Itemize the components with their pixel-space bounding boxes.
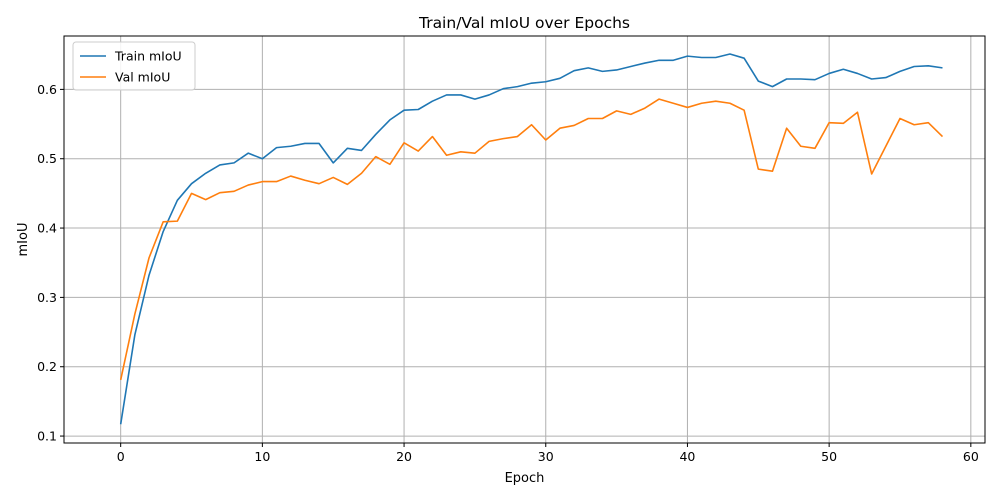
x-tick-label: 30 (538, 449, 554, 464)
y-tick-label: 0.6 (37, 82, 57, 97)
series-lines (119, 53, 944, 425)
plot-area-frame (63, 35, 986, 444)
x-tick-label: 60 (963, 449, 979, 464)
y-tick-label: 0.3 (37, 290, 57, 305)
axis-ticks: 0 10 20 30 40 50 60 0.1 0.2 0.3 0.4 0.5 0.6 (37, 82, 979, 464)
chart-title: Train/Val mIoU over Epochs (418, 14, 630, 32)
y-tick-label: 0.4 (37, 221, 57, 236)
x-axis-title: Epoch (505, 471, 545, 486)
y-tick-label: 0.5 (37, 151, 57, 166)
y-tick-label: 0.2 (37, 359, 57, 374)
x-tick-label: 20 (396, 449, 412, 464)
x-tick-label: 40 (679, 449, 695, 464)
grid (64, 36, 985, 443)
legend-label: Val mIoU (115, 70, 170, 85)
x-tick-label: 10 (254, 449, 270, 464)
x-tick-label: 0 (117, 449, 125, 464)
legend-label: Train mIoU (114, 49, 182, 64)
legend-box (72, 41, 196, 91)
series-line-train (119, 53, 943, 425)
legend: Train mIoU Val mIoU (72, 41, 196, 91)
y-tick-label: 0.1 (37, 429, 57, 444)
y-axis-title: mIoU (16, 223, 31, 257)
series-line-val (119, 98, 944, 381)
x-tick-label: 50 (821, 449, 837, 464)
